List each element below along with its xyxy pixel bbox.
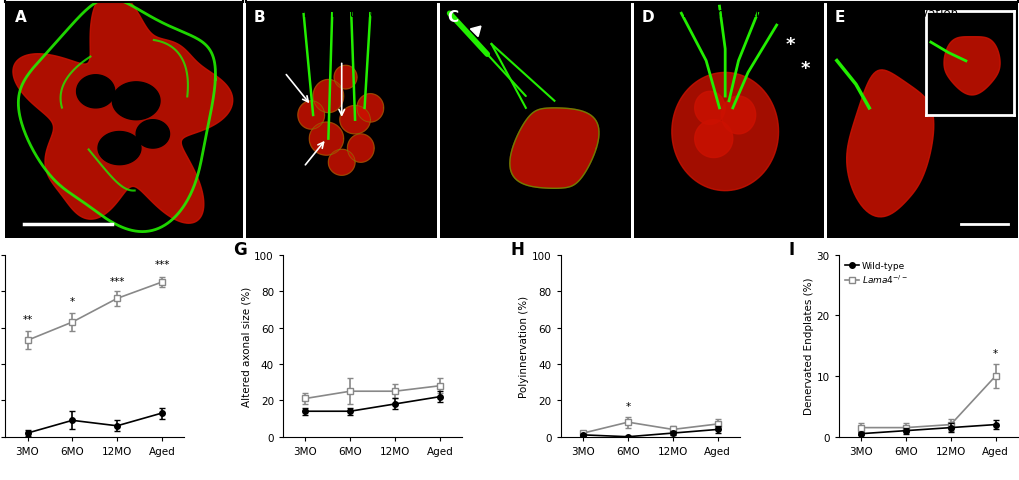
Polygon shape <box>98 132 141 165</box>
Text: *: * <box>69 296 74 306</box>
Polygon shape <box>328 150 355 176</box>
Text: Denervation: Denervation <box>886 7 958 20</box>
Polygon shape <box>339 106 370 134</box>
Text: *: * <box>785 36 794 54</box>
Text: *: * <box>993 348 998 358</box>
Text: D: D <box>641 10 653 24</box>
Y-axis label: Denervated Endplates (%): Denervated Endplates (%) <box>803 277 813 415</box>
Text: E: E <box>835 10 845 24</box>
Polygon shape <box>13 0 232 224</box>
Text: I: I <box>788 240 794 259</box>
Text: G: G <box>232 240 247 259</box>
Polygon shape <box>846 71 932 217</box>
Polygon shape <box>694 92 725 125</box>
Polygon shape <box>309 123 343 156</box>
Text: ***: *** <box>154 260 169 270</box>
Polygon shape <box>313 80 343 113</box>
Text: ***: *** <box>109 276 124 286</box>
Polygon shape <box>298 102 324 130</box>
Y-axis label: Altered axonal size (%): Altered axonal size (%) <box>242 286 252 406</box>
Text: B: B <box>254 10 265 24</box>
Polygon shape <box>334 66 357 90</box>
Y-axis label: Polyinnervation (%): Polyinnervation (%) <box>519 295 529 397</box>
Text: **: ** <box>22 314 33 324</box>
Polygon shape <box>357 95 383 123</box>
Polygon shape <box>136 120 169 149</box>
Polygon shape <box>720 97 755 134</box>
Text: *: * <box>800 60 809 77</box>
Polygon shape <box>76 75 114 108</box>
Text: *: * <box>625 401 630 411</box>
Polygon shape <box>112 83 160 120</box>
Polygon shape <box>694 120 732 158</box>
Text: Polyinnervation: Polyinnervation <box>683 7 774 20</box>
Text: H: H <box>511 240 524 259</box>
Polygon shape <box>347 134 374 163</box>
Text: A: A <box>14 10 26 24</box>
Text: Fragmentation: Fragmentation <box>299 7 384 20</box>
Legend: Wild-type, $\mathit{Lama}$4$^{-/-}$: Wild-type, $\mathit{Lama}$4$^{-/-}$ <box>843 260 909 288</box>
Polygon shape <box>510 108 598 189</box>
Text: Altered Axonal Size: Altered Axonal Size <box>478 7 592 20</box>
Polygon shape <box>672 73 777 191</box>
Text: C: C <box>447 10 459 24</box>
